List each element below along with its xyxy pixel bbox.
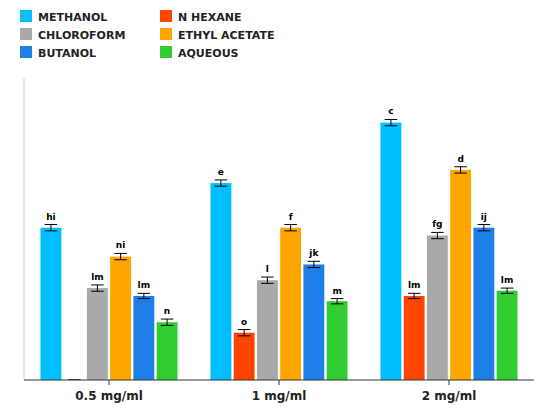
bar xyxy=(257,280,278,380)
error-bar xyxy=(284,225,297,231)
bar xyxy=(473,228,494,380)
annotation: jk xyxy=(308,248,319,258)
legend-label: METHANOL xyxy=(38,11,107,24)
error-bar xyxy=(45,225,58,231)
annotation: l xyxy=(266,264,269,274)
annotation: c xyxy=(388,106,393,116)
error-bar xyxy=(501,288,514,293)
legend-swatch xyxy=(160,46,172,58)
annotation: lm xyxy=(501,275,513,285)
annotation: lm xyxy=(91,272,103,282)
legend-swatch xyxy=(160,28,172,40)
legend-swatch xyxy=(20,10,32,22)
error-bar xyxy=(385,119,398,125)
x-tick xyxy=(449,380,450,385)
bar xyxy=(427,236,448,380)
legend-label: CHLOROFORM xyxy=(38,29,125,42)
bar xyxy=(450,170,471,380)
x-tick xyxy=(279,380,280,385)
x-tick xyxy=(109,380,110,385)
error-bar xyxy=(331,299,344,304)
error-bar xyxy=(138,293,151,298)
legend-label: ETHYL ACETATE xyxy=(178,29,274,42)
bar xyxy=(327,301,348,380)
error-bar xyxy=(161,319,174,325)
legend-swatch xyxy=(20,28,32,40)
legend-swatch xyxy=(160,10,172,22)
annotation: ij xyxy=(481,212,487,222)
annotation: fg xyxy=(432,219,442,229)
annotation: f xyxy=(289,212,293,222)
bar xyxy=(303,264,324,380)
annotation: hi xyxy=(46,212,56,222)
x-tick-label: 0.5 mg/ml xyxy=(75,389,143,403)
bar xyxy=(497,291,518,380)
error-bars xyxy=(45,119,514,380)
bar xyxy=(40,228,61,380)
legend: METHANOL N HEXANE CHLOROFORM ETHYL ACETATE B… xyxy=(20,10,274,60)
annotation: ni xyxy=(116,240,126,250)
legend-label: BUTANOL xyxy=(38,47,96,60)
error-bar xyxy=(238,330,251,336)
bar xyxy=(404,296,425,380)
legend-label: AQUEOUS xyxy=(178,47,239,60)
x-tick-label: 2 mg/ml xyxy=(422,389,477,403)
annotation: m xyxy=(332,286,341,296)
y-axis-line xyxy=(24,78,25,380)
x-tick-label: 1 mg/ml xyxy=(252,389,307,403)
error-bar xyxy=(478,225,491,231)
bar xyxy=(110,257,131,380)
annotation: d xyxy=(457,154,463,164)
bar xyxy=(133,296,154,380)
legend-label: N HEXANE xyxy=(178,11,241,24)
chart: hi e c o lm lm l fg ni f d lm jk ij n m lm 0.5 mg/ml 1 mg/… xyxy=(0,0,550,420)
bar xyxy=(87,288,108,380)
annotation: lm xyxy=(408,280,420,290)
bar xyxy=(210,183,231,380)
bar xyxy=(234,333,255,380)
error-bar xyxy=(308,261,321,267)
annotation: o xyxy=(241,317,247,327)
annotation: lm xyxy=(138,280,150,290)
error-bar xyxy=(91,285,104,291)
bar xyxy=(280,228,301,380)
error-bar xyxy=(454,167,467,173)
error-bar xyxy=(215,180,228,186)
error-bar xyxy=(431,232,444,238)
annotation: n xyxy=(164,306,170,316)
error-bar xyxy=(114,253,127,259)
legend-swatch xyxy=(20,46,32,58)
error-bar xyxy=(408,293,421,298)
bar xyxy=(157,322,178,380)
bar xyxy=(380,123,401,380)
annotation: e xyxy=(218,167,224,177)
error-bar xyxy=(261,277,274,283)
bars xyxy=(40,123,517,380)
